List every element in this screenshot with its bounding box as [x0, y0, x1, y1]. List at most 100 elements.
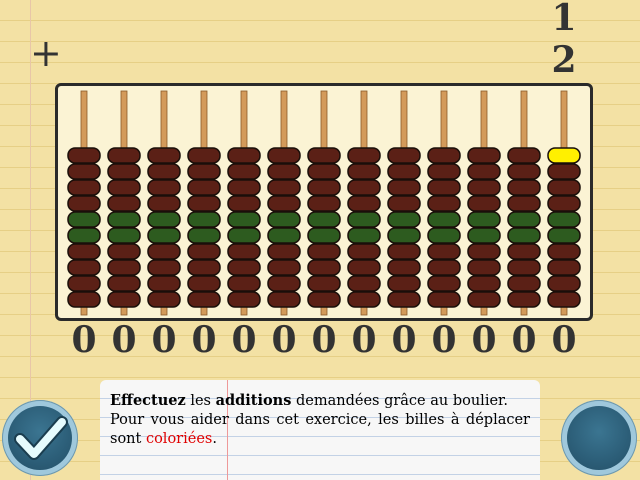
abacus-bead[interactable] — [467, 275, 501, 292]
abacus-bead[interactable] — [67, 227, 101, 244]
abacus-bead[interactable] — [387, 291, 421, 308]
abacus-bead[interactable] — [427, 243, 461, 260]
abacus-bead[interactable] — [547, 259, 581, 276]
abacus-bead[interactable] — [187, 195, 221, 212]
abacus-bead[interactable] — [507, 179, 541, 196]
abacus-bead[interactable] — [307, 243, 341, 260]
abacus-bead[interactable] — [467, 227, 501, 244]
abacus-bead[interactable] — [347, 227, 381, 244]
abacus-bead[interactable] — [147, 147, 181, 164]
abacus-bead[interactable] — [307, 195, 341, 212]
abacus-bead[interactable] — [507, 243, 541, 260]
abacus-bead[interactable] — [187, 163, 221, 180]
abacus-bead[interactable] — [187, 227, 221, 244]
abacus-bead[interactable] — [67, 163, 101, 180]
abacus-bead[interactable] — [107, 291, 141, 308]
abacus-bead[interactable] — [147, 291, 181, 308]
abacus-bead[interactable] — [147, 195, 181, 212]
abacus-bead[interactable] — [147, 179, 181, 196]
abacus-bead[interactable] — [307, 211, 341, 228]
abacus-bead[interactable] — [187, 147, 221, 164]
abacus-bead[interactable] — [227, 211, 261, 228]
abacus-bead[interactable] — [307, 227, 341, 244]
abacus-bead[interactable] — [67, 275, 101, 292]
abacus-bead[interactable] — [147, 163, 181, 180]
abacus-bead[interactable] — [387, 179, 421, 196]
abacus-bead[interactable] — [267, 227, 301, 244]
abacus-bead[interactable] — [267, 195, 301, 212]
abacus-bead[interactable] — [467, 291, 501, 308]
abacus-bead[interactable] — [467, 211, 501, 228]
abacus-bead[interactable] — [67, 195, 101, 212]
abacus-bead[interactable] — [307, 259, 341, 276]
abacus-bead[interactable] — [427, 275, 461, 292]
abacus-bead[interactable] — [107, 179, 141, 196]
abacus-bead[interactable] — [67, 211, 101, 228]
abacus-bead[interactable] — [67, 291, 101, 308]
abacus-bead[interactable] — [507, 227, 541, 244]
abacus-bead[interactable] — [507, 195, 541, 212]
abacus-bead[interactable] — [147, 211, 181, 228]
abacus-bead[interactable] — [347, 179, 381, 196]
abacus-bead[interactable] — [267, 211, 301, 228]
abacus-bead[interactable] — [107, 227, 141, 244]
abacus-bead[interactable] — [107, 275, 141, 292]
abacus-bead[interactable] — [387, 147, 421, 164]
abacus-bead[interactable] — [67, 243, 101, 260]
abacus-bead[interactable] — [347, 243, 381, 260]
abacus-bead[interactable] — [467, 179, 501, 196]
abacus-bead[interactable] — [507, 275, 541, 292]
abacus-bead[interactable] — [227, 227, 261, 244]
abacus-bead[interactable] — [107, 243, 141, 260]
abacus-bead[interactable] — [387, 243, 421, 260]
abacus-bead[interactable] — [307, 275, 341, 292]
abacus-bead[interactable] — [227, 291, 261, 308]
abacus-bead[interactable] — [267, 243, 301, 260]
abacus-bead[interactable] — [347, 275, 381, 292]
abacus-bead[interactable] — [307, 163, 341, 180]
abacus-bead[interactable] — [107, 259, 141, 276]
abacus-bead[interactable] — [267, 259, 301, 276]
abacus-bead[interactable] — [187, 211, 221, 228]
abacus-bead[interactable] — [147, 227, 181, 244]
abacus-bead[interactable] — [547, 179, 581, 196]
abacus-bead[interactable] — [547, 243, 581, 260]
abacus-bead[interactable] — [427, 291, 461, 308]
abacus-bead[interactable] — [427, 163, 461, 180]
abacus-bead[interactable] — [307, 147, 341, 164]
abacus-bead[interactable] — [507, 211, 541, 228]
abacus-bead[interactable] — [467, 195, 501, 212]
abacus-bead[interactable] — [267, 163, 301, 180]
abacus-bead[interactable] — [107, 163, 141, 180]
abacus-bead[interactable] — [427, 227, 461, 244]
abacus-bead[interactable] — [507, 163, 541, 180]
abacus-bead[interactable] — [187, 259, 221, 276]
abacus-bead[interactable] — [387, 163, 421, 180]
abacus-bead[interactable] — [227, 275, 261, 292]
abacus-bead[interactable] — [107, 211, 141, 228]
abacus-bead[interactable] — [227, 195, 261, 212]
next-button[interactable] — [561, 400, 637, 476]
abacus-bead[interactable] — [187, 179, 221, 196]
abacus-bead[interactable] — [347, 163, 381, 180]
abacus-bead[interactable] — [387, 259, 421, 276]
abacus-bead[interactable] — [387, 275, 421, 292]
abacus-bead[interactable] — [387, 227, 421, 244]
abacus-bead[interactable] — [467, 243, 501, 260]
abacus-bead[interactable] — [307, 291, 341, 308]
abacus-bead[interactable] — [347, 259, 381, 276]
abacus-bead[interactable] — [147, 259, 181, 276]
abacus-bead[interactable] — [267, 275, 301, 292]
abacus-bead[interactable] — [227, 147, 261, 164]
abacus-bead[interactable] — [227, 259, 261, 276]
validate-button[interactable] — [2, 400, 78, 476]
abacus-bead[interactable] — [347, 291, 381, 308]
abacus-bead[interactable] — [427, 259, 461, 276]
abacus-bead[interactable] — [467, 147, 501, 164]
abacus-bead[interactable] — [427, 147, 461, 164]
abacus-bead[interactable] — [547, 195, 581, 212]
abacus-bead[interactable] — [547, 291, 581, 308]
abacus-bead[interactable] — [107, 147, 141, 164]
abacus-bead[interactable] — [267, 147, 301, 164]
